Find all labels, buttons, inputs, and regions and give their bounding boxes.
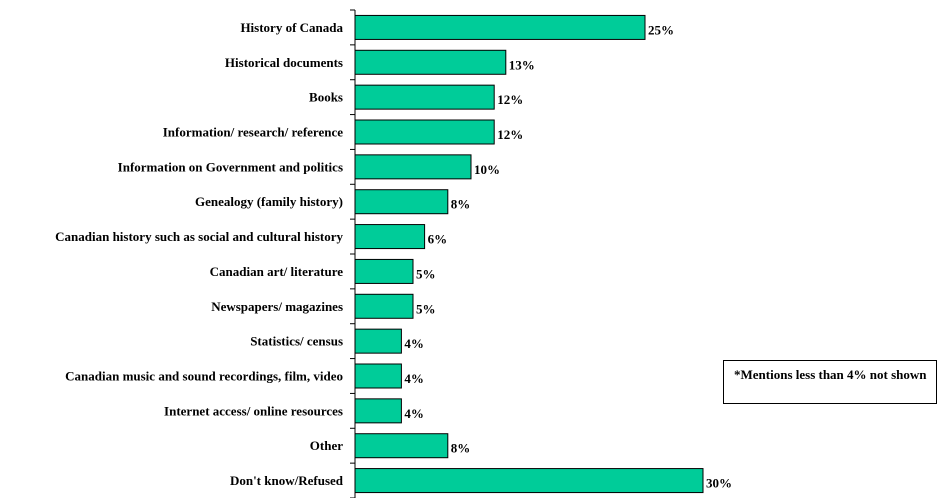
category-label: History of Canada bbox=[240, 20, 343, 35]
bar bbox=[354, 258, 414, 284]
bar bbox=[354, 398, 402, 424]
category-labels: History of Canada Historical documents Boo… bbox=[55, 20, 344, 488]
value-labels: 25% 13% 12% 12% 10% 8% 6% 5% 5% 4% 4% 4% 8% 30% bbox=[404, 22, 732, 490]
value-label: 12% bbox=[497, 92, 523, 107]
bars bbox=[354, 14, 704, 494]
value-label: 5% bbox=[416, 301, 436, 316]
value-label: 12% bbox=[497, 127, 523, 142]
category-label: Statistics/ census bbox=[250, 334, 343, 349]
y-axis-ticks bbox=[350, 9, 355, 498]
category-label: Historical documents bbox=[225, 55, 343, 70]
footnote-box: *Mentions less than 4% not shown bbox=[723, 360, 937, 404]
value-label: 10% bbox=[474, 162, 500, 177]
bar bbox=[354, 14, 646, 40]
bar bbox=[354, 84, 495, 110]
category-label: Don't know/Refused bbox=[230, 473, 344, 488]
category-label: Canadian history such as social and cult… bbox=[55, 229, 343, 244]
category-label: Information on Government and politics bbox=[118, 159, 343, 174]
value-label: 30% bbox=[706, 476, 732, 491]
category-label: Information/ research/ reference bbox=[163, 125, 343, 140]
bar bbox=[354, 49, 507, 75]
bar bbox=[354, 189, 449, 215]
category-label: Books bbox=[309, 90, 343, 105]
bar bbox=[354, 154, 472, 180]
value-label: 5% bbox=[416, 266, 436, 281]
category-label: Genealogy (family history) bbox=[195, 194, 343, 209]
value-label: 8% bbox=[451, 197, 471, 212]
value-label: 6% bbox=[428, 232, 448, 247]
bar bbox=[354, 119, 495, 145]
footnote-text: *Mentions less than 4% not shown bbox=[734, 367, 927, 382]
value-label: 13% bbox=[509, 57, 535, 72]
category-label: Other bbox=[310, 438, 343, 453]
bar bbox=[354, 363, 402, 389]
category-label: Newspapers/ magazines bbox=[211, 299, 343, 314]
bar bbox=[354, 328, 402, 354]
bar bbox=[354, 468, 704, 494]
bar bbox=[354, 433, 449, 459]
value-label: 4% bbox=[404, 406, 424, 421]
value-label: 8% bbox=[451, 441, 471, 456]
bar bbox=[354, 293, 414, 319]
category-label: Internet access/ online resources bbox=[164, 403, 343, 418]
value-label: 4% bbox=[404, 336, 424, 351]
value-label: 25% bbox=[648, 22, 674, 37]
value-label: 4% bbox=[404, 371, 424, 386]
bar bbox=[354, 224, 426, 250]
category-label: Canadian music and sound recordings, fil… bbox=[65, 369, 343, 384]
category-label: Canadian art/ literature bbox=[210, 264, 344, 279]
